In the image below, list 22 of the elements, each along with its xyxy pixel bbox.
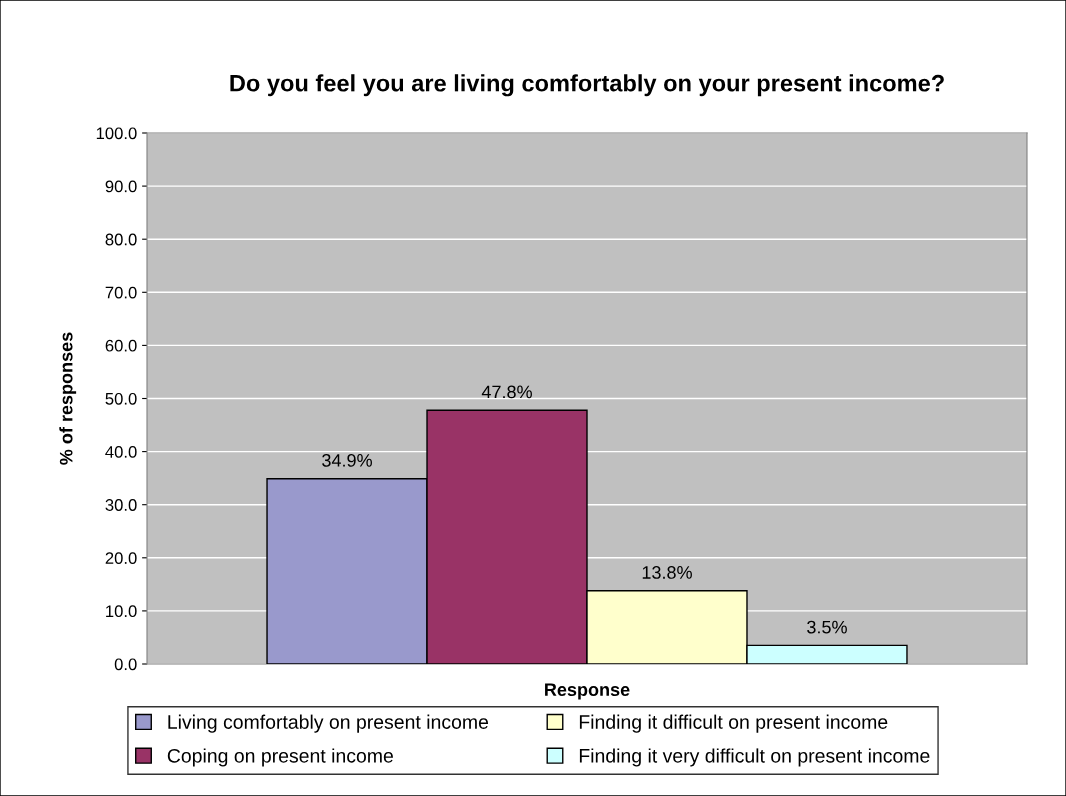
y-tick-label: 80.0 [105, 233, 137, 246]
legend-label: Finding it very difficult on present income [579, 748, 930, 767]
legend-label: Finding it difficult on present income [579, 714, 888, 733]
data-label: 47.8% [481, 385, 532, 399]
legend-label: Coping on present income [167, 748, 393, 767]
y-tick-label: 100.0 [96, 127, 137, 140]
y-tick-label: 40.0 [105, 446, 137, 458]
x-axis-title: Response [545, 683, 630, 700]
data-label: 34.9% [322, 453, 372, 467]
data-label: 13.8% [642, 566, 692, 579]
y-tick-label: 20.0 [105, 552, 137, 564]
data-label: 3.5% [807, 620, 847, 634]
y-tick-label: 0.0 [114, 658, 137, 671]
y-tick-label: 10.0 [106, 605, 137, 618]
y-tick-label: 30.0 [105, 499, 137, 511]
y-tick-label: 60.0 [105, 339, 137, 352]
y-axis-title: % of responses [59, 332, 77, 465]
chart-title: Do you feel you are living comfortably on your present income? [230, 74, 944, 97]
legend-label: Living comfortably on present income [168, 714, 489, 733]
y-tick-label: 90.0 [105, 180, 137, 193]
y-tick-label: 70.0 [105, 286, 137, 299]
y-tick-label: 50.0 [105, 392, 137, 405]
